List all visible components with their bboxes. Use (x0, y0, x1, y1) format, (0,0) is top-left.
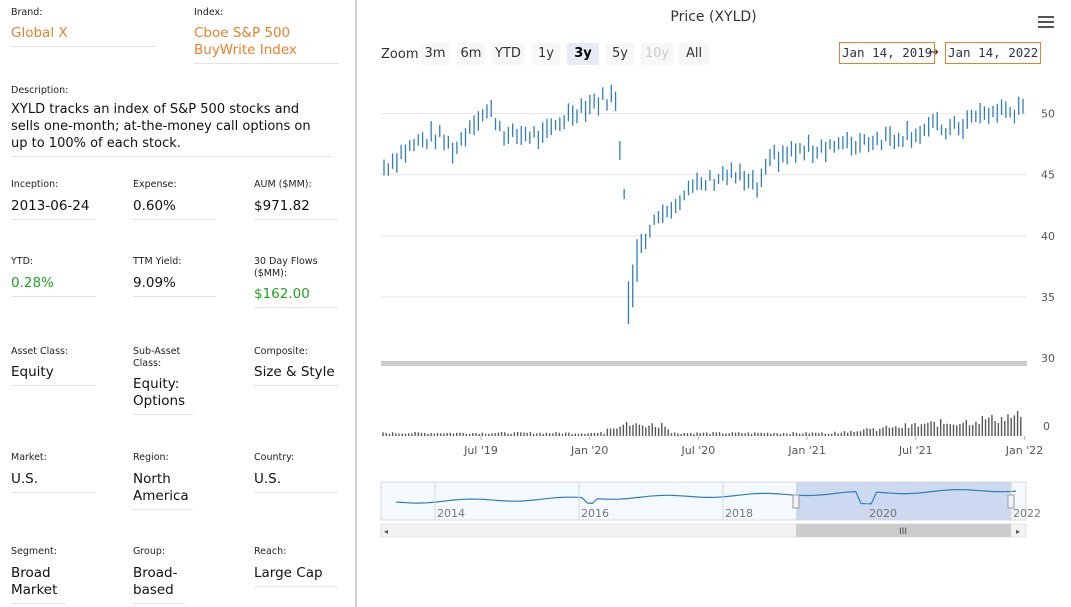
navigator-tick-label: 2018 (725, 507, 753, 520)
expense-field: Expense: 0.60% (133, 179, 216, 220)
navigator-tick-label: 2020 (869, 507, 897, 520)
flows-field: 30 Day Flows ($MM): $162.00 (254, 256, 338, 308)
brand-value[interactable]: Global X (11, 25, 156, 47)
market-label: Market: (11, 452, 47, 463)
group-value: Broad-based (133, 565, 185, 604)
expense-value: 0.60% (133, 198, 216, 220)
region-value: North America (133, 471, 193, 510)
panel-separator (381, 361, 1027, 366)
zoom-3m-button[interactable]: 3m (421, 43, 449, 65)
x-tick-label: Jul '21 (898, 444, 933, 457)
zoom-label: Zoom (381, 47, 419, 62)
date-range-arrow: → (928, 45, 939, 60)
composite-label: Composite: (254, 346, 308, 357)
sub-asset-class-field: Sub-Asset Class: Equity: Options (133, 346, 216, 415)
region-label: Region: (133, 452, 169, 463)
ytd-value: 0.28% (11, 275, 96, 297)
index-label: Index: (194, 7, 224, 18)
navigator-left-handle[interactable] (792, 494, 800, 509)
index-field: Index: Cboe S&P 500 BuyWrite Index (194, 7, 339, 64)
chart-title: Price (XYLD) (670, 9, 757, 25)
segment-label: Segment: (11, 546, 57, 557)
inception-field: Inception: 2013-06-24 (11, 179, 96, 220)
ytd-label: YTD: (11, 256, 34, 267)
scroll-right-icon[interactable]: ▸ (1016, 527, 1020, 536)
hamburger-menu-icon[interactable] (1038, 16, 1054, 31)
group-field: Group: Broad-based (133, 546, 216, 604)
segment-value: Broad Market (11, 565, 66, 604)
asset-class-field: Asset Class: Equity (11, 346, 96, 386)
aum-field: AUM ($MM): $971.82 (254, 179, 338, 220)
fund-details-panel: Brand: Global X Index: Cboe S&P 500 BuyW… (0, 0, 357, 607)
group-label: Group: (133, 546, 166, 557)
flows-label: 30 Day Flows ($MM): (254, 256, 318, 279)
market-value: U.S. (11, 471, 96, 493)
asset-class-value: Equity (11, 364, 96, 386)
scrollbar-thumb[interactable] (796, 524, 1011, 537)
asset-class-label: Asset Class: (11, 346, 69, 357)
description-label: Description: (11, 85, 69, 96)
aum-label: AUM ($MM): (254, 179, 312, 190)
price-plot[interactable]: 50 45 40 35 30 0 Jul '19 Jan '20 Jul '20 Jan '2… (356, 40, 1071, 600)
y-tick-label: 50 (1041, 108, 1055, 121)
zoom-5y-button[interactable]: 5y (606, 43, 634, 65)
y-tick-label: 45 (1041, 169, 1055, 182)
reach-field: Reach: Large Cap (254, 546, 338, 587)
navigator-right-handle[interactable] (1007, 494, 1015, 509)
navigator-selection[interactable] (796, 482, 1011, 520)
scrollbar-grip-icon[interactable]: III (899, 527, 907, 537)
y-tick-label: 40 (1041, 230, 1055, 243)
zoom-ytd-button[interactable]: YTD (492, 43, 524, 65)
aum-value: $971.82 (254, 198, 338, 220)
segment-field: Segment: Broad Market (11, 546, 96, 604)
zoom-10y-button[interactable]: 10y (641, 43, 673, 65)
zoom-3y-button[interactable]: 3y (567, 43, 599, 65)
navigator-tick-label: 2014 (437, 507, 465, 520)
sub-asset-class-label: Sub-Asset Class: (133, 346, 181, 369)
reach-label: Reach: (254, 546, 287, 557)
to-date-input[interactable]: Jan 14, 2022 (945, 42, 1042, 64)
country-label: Country: (254, 452, 295, 463)
expense-label: Expense: (133, 179, 177, 190)
flows-value: $162.00 (254, 286, 338, 308)
zoom-all-button[interactable]: All (679, 43, 709, 65)
brand-field: Brand: Global X (11, 7, 156, 47)
index-value[interactable]: Cboe S&P 500 BuyWrite Index (194, 25, 339, 64)
market-field: Market: U.S. (11, 452, 96, 493)
reach-value: Large Cap (254, 565, 338, 587)
composite-value: Size & Style (254, 364, 338, 386)
navigator-tick-label: 2022 (1013, 507, 1041, 520)
inception-label: Inception: (11, 179, 59, 190)
zoom-1y-button[interactable]: 1y (532, 43, 560, 65)
price-chart-panel: Price (XYLD) Zoom 3m 6m YTD 1y 3y 5y 10y… (356, 0, 1071, 607)
country-value: U.S. (254, 471, 338, 493)
ttm-yield-label: TTM Yield: (133, 256, 182, 267)
sub-asset-class-value: Equity: Options (133, 376, 193, 415)
x-tick-label: Jan '21 (787, 444, 825, 457)
x-tick-label: Jul '20 (681, 444, 716, 457)
ytd-field: YTD: 0.28% (11, 256, 96, 297)
inception-value: 2013-06-24 (11, 198, 96, 220)
description-field: Description: XYLD tracks an index of S&P… (11, 85, 331, 157)
navigator-series (395, 488, 1017, 505)
country-field: Country: U.S. (254, 452, 338, 493)
x-tick-label: Jul '19 (463, 444, 498, 457)
x-tick-label: Jan '22 (1005, 444, 1043, 457)
x-tick-label: Jan '20 (570, 444, 608, 457)
y-tick-label: 35 (1041, 291, 1055, 304)
ttm-yield-value: 9.09% (133, 275, 216, 297)
y-tick-label: 30 (1041, 352, 1055, 365)
ttm-yield-field: TTM Yield: 9.09% (133, 256, 216, 297)
volume-tick-label: 0 (1043, 420, 1050, 433)
description-value: XYLD tracks an index of S&P 500 stocks a… (11, 101, 331, 157)
composite-field: Composite: Size & Style (254, 346, 338, 386)
region-field: Region: North America (133, 452, 216, 510)
from-date-input[interactable]: Jan 14, 2019 (839, 42, 936, 64)
brand-label: Brand: (11, 7, 43, 18)
scroll-left-icon[interactable]: ◂ (384, 527, 388, 536)
navigator-tick-label: 2016 (581, 507, 609, 520)
zoom-6m-button[interactable]: 6m (457, 43, 485, 65)
